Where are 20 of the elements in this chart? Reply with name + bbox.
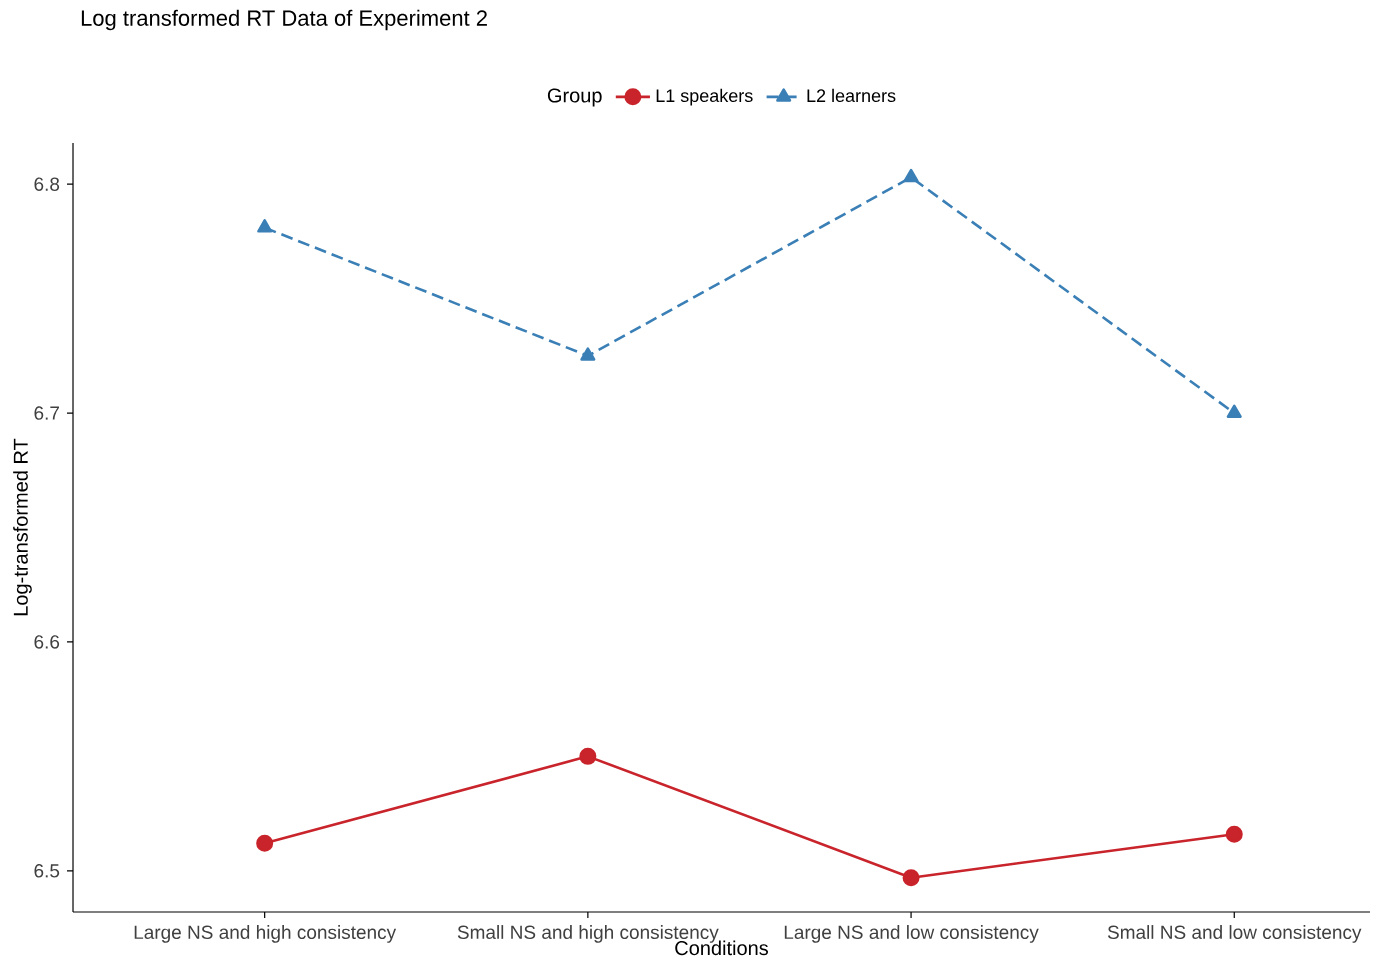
point bbox=[1226, 404, 1242, 418]
point bbox=[580, 347, 596, 361]
y-tick-label: 6.6 bbox=[34, 635, 60, 649]
point bbox=[257, 219, 273, 233]
point bbox=[1225, 825, 1243, 843]
x-tick-label: Large NS and low consistency bbox=[784, 925, 1039, 943]
legend-label: L2 learners bbox=[807, 88, 896, 103]
legend-label: L1 speakers bbox=[656, 88, 753, 106]
x-tick-label: Large NS and high consistency bbox=[134, 925, 397, 943]
chart-title: Log transformed RT Data of Experiment 2 bbox=[81, 9, 487, 31]
x-tick-label: Small NS and low consistency bbox=[1107, 925, 1362, 943]
y-axis-title: Log-transformed RT bbox=[13, 438, 32, 616]
point bbox=[902, 869, 920, 887]
point bbox=[579, 747, 597, 765]
y-tick-label: 6.5 bbox=[34, 864, 60, 878]
y-tick-label: 6.7 bbox=[34, 406, 59, 420]
y-tick-label: 6.8 bbox=[34, 177, 60, 191]
legend-title: Group bbox=[547, 88, 602, 107]
point bbox=[903, 168, 919, 183]
point bbox=[256, 834, 274, 852]
